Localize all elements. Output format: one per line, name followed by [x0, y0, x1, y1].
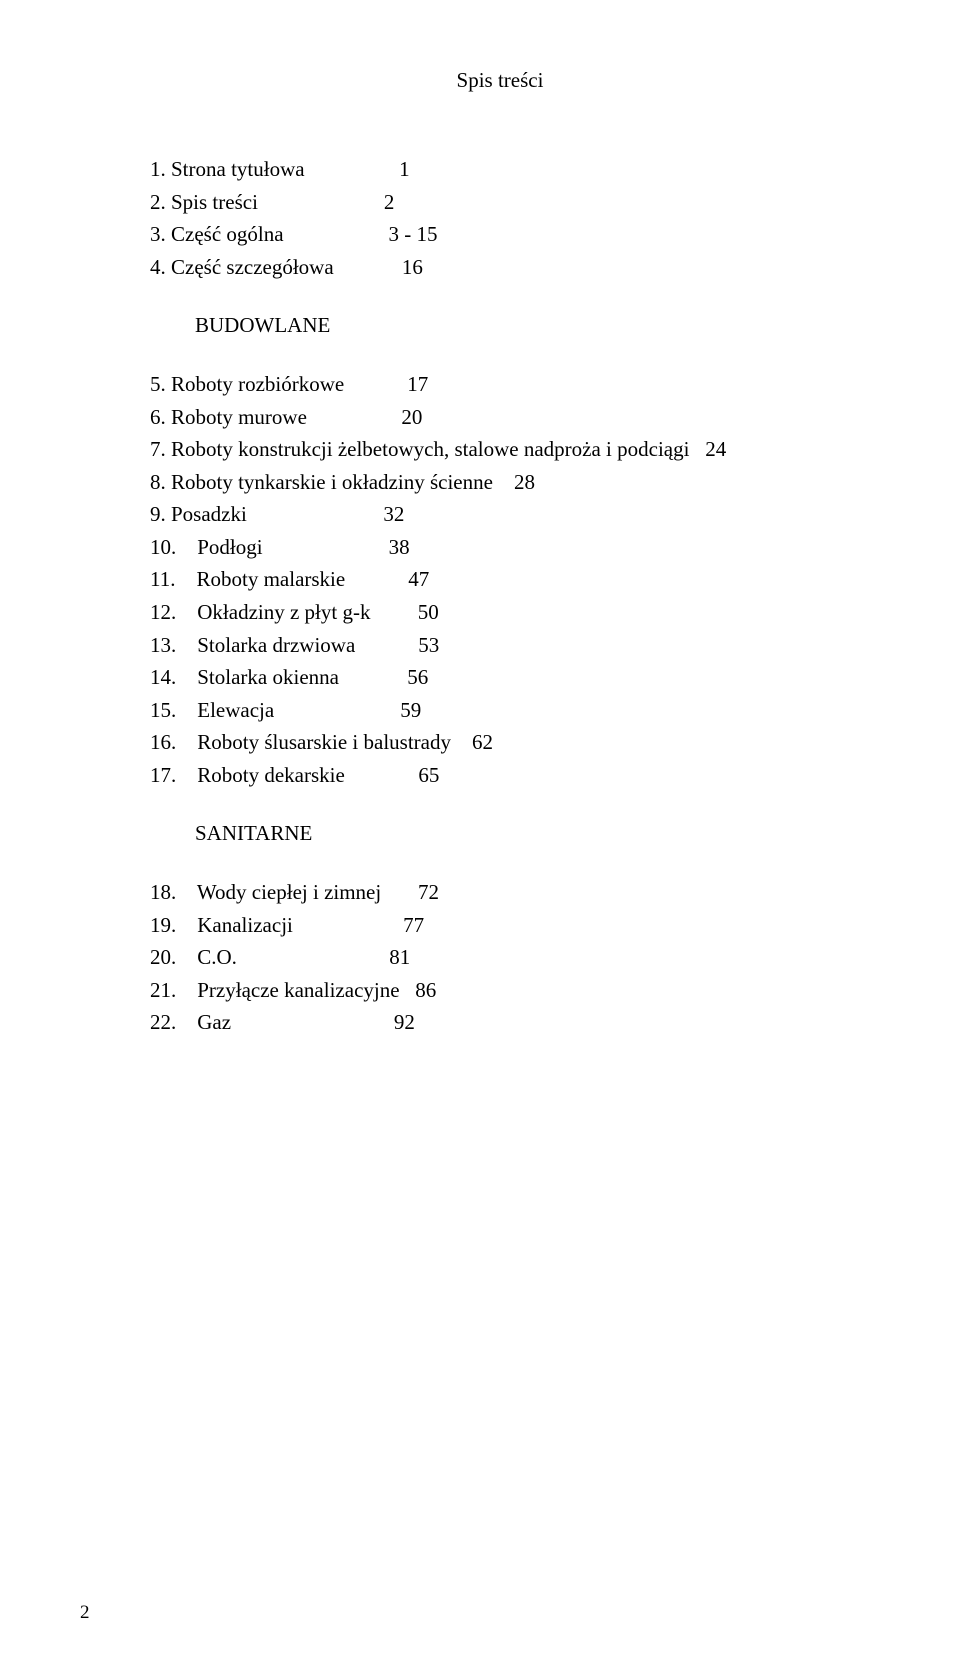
toc-page: 72 — [418, 880, 439, 904]
toc-num: 11. — [150, 567, 175, 591]
toc-page: 65 — [418, 763, 439, 787]
toc-num: 5. — [150, 372, 166, 396]
toc-page: 32 — [383, 502, 404, 526]
toc-entry: 18. Wody ciepłej i zimnej 72 — [150, 876, 850, 909]
toc-entry: 8. Roboty tynkarskie i okładziny ścienne… — [150, 466, 850, 499]
toc-entry: 6. Roboty murowe 20 — [150, 401, 850, 434]
toc-num: 12. — [150, 600, 176, 624]
heading-text: SANITARNE — [195, 821, 312, 845]
toc-entry: 21. Przyłącze kanalizacyjne 86 — [150, 974, 850, 1007]
section-heading-budowlane: BUDOWLANE — [195, 313, 850, 338]
toc-title: Spis treści — [171, 190, 258, 214]
toc-entry: 5. Roboty rozbiórkowe 17 — [150, 368, 850, 401]
toc-page: 77 — [403, 913, 424, 937]
toc-page: 1 — [399, 157, 410, 181]
toc-entry: 12. Okładziny z płyt g-k 50 — [150, 596, 850, 629]
toc-page: 59 — [400, 698, 421, 722]
toc-page: 2 — [384, 190, 395, 214]
toc-entry: 20. C.O. 81 — [150, 941, 850, 974]
toc-title: C.O. — [197, 945, 237, 969]
toc-entry: 4. Część szczegółowa 16 — [150, 251, 850, 284]
page-title: Spis treści — [150, 68, 850, 93]
toc-num: 6. — [150, 405, 166, 429]
toc-title: Gaz — [197, 1010, 231, 1034]
toc-num: 20. — [150, 945, 176, 969]
toc-num: 15. — [150, 698, 176, 722]
toc-entry: 9. Posadzki 32 — [150, 498, 850, 531]
toc-title: Strona tytułowa — [171, 157, 305, 181]
toc-entry: 19. Kanalizacji 77 — [150, 909, 850, 942]
toc-title: Stolarka drzwiowa — [197, 633, 355, 657]
toc-entry: 10. Podłogi 38 — [150, 531, 850, 564]
toc-page: 24 — [705, 437, 726, 461]
toc-title: Przyłącze kanalizacyjne — [197, 978, 399, 1002]
toc-num: 17. — [150, 763, 176, 787]
toc-page: 38 — [389, 535, 410, 559]
toc-page: 53 — [418, 633, 439, 657]
toc-page: 62 — [472, 730, 493, 754]
toc-sanitarne-list: 18. Wody ciepłej i zimnej 72 19. Kanaliz… — [150, 876, 850, 1039]
toc-page: 81 — [389, 945, 410, 969]
toc-num: 1. — [150, 157, 166, 181]
toc-num: 14. — [150, 665, 176, 689]
toc-title: Roboty murowe — [171, 405, 307, 429]
toc-title: Część szczegółowa — [171, 255, 334, 279]
toc-num: 19. — [150, 913, 176, 937]
header-text: Spis treści — [457, 68, 544, 92]
toc-page: 28 — [514, 470, 535, 494]
toc-entry: 2. Spis treści 2 — [150, 186, 850, 219]
toc-entry: 11. Roboty malarskie 47 — [150, 563, 850, 596]
toc-title: Roboty dekarskie — [197, 763, 345, 787]
toc-entry: 17. Roboty dekarskie 65 — [150, 759, 850, 792]
toc-title: Elewacja — [197, 698, 274, 722]
page-number: 2 — [80, 1602, 90, 1624]
section-heading-sanitarne: SANITARNE — [195, 821, 850, 846]
toc-entry: 13. Stolarka drzwiowa 53 — [150, 629, 850, 662]
toc-page: 56 — [407, 665, 428, 689]
toc-num: 16. — [150, 730, 176, 754]
toc-entry: 22. Gaz 92 — [150, 1006, 850, 1039]
toc-page: 50 — [418, 600, 439, 624]
toc-num: 7. — [150, 437, 166, 461]
toc-title: Stolarka okienna — [197, 665, 339, 689]
toc-entry: 14. Stolarka okienna 56 — [150, 661, 850, 694]
toc-entry: 15. Elewacja 59 — [150, 694, 850, 727]
toc-num: 9. — [150, 502, 166, 526]
toc-num: 22. — [150, 1010, 176, 1034]
toc-num: 3. — [150, 222, 166, 246]
page-number-text: 2 — [80, 1602, 90, 1623]
toc-num: 10. — [150, 535, 176, 559]
toc-page: 86 — [415, 978, 436, 1002]
toc-entry: 16. Roboty ślusarskie i balustrady 62 — [150, 726, 850, 759]
toc-num: 2. — [150, 190, 166, 214]
toc-page: 92 — [394, 1010, 415, 1034]
toc-num: 18. — [150, 880, 176, 904]
toc-title: Roboty rozbiórkowe — [171, 372, 344, 396]
toc-title: Roboty tynkarskie i okładziny ścienne — [171, 470, 493, 494]
toc-page: 20 — [401, 405, 422, 429]
toc-title: Podłogi — [197, 535, 262, 559]
toc-page: 16 — [402, 255, 423, 279]
toc-num: 21. — [150, 978, 176, 1002]
toc-num: 4. — [150, 255, 166, 279]
toc-num: 8. — [150, 470, 166, 494]
toc-budowlane-list: 5. Roboty rozbiórkowe 17 6. Roboty murow… — [150, 368, 850, 791]
toc-title: Roboty malarskie — [196, 567, 345, 591]
heading-text: BUDOWLANE — [195, 313, 330, 337]
toc-title: Roboty ślusarskie i balustrady — [197, 730, 451, 754]
toc-title: Kanalizacji — [197, 913, 293, 937]
toc-num: 13. — [150, 633, 176, 657]
toc-entry: 3. Część ogólna 3 - 15 — [150, 218, 850, 251]
toc-title: Okładziny z płyt g-k — [197, 600, 370, 624]
toc-page: 47 — [408, 567, 429, 591]
toc-entry: 7. Roboty konstrukcji żelbetowych, stalo… — [150, 433, 850, 466]
toc-title: Roboty konstrukcji żelbetowych, stalowe … — [171, 437, 689, 461]
toc-main-list: 1. Strona tytułowa 1 2. Spis treści 2 3.… — [150, 153, 850, 283]
toc-title: Wody ciepłej i zimnej — [197, 880, 381, 904]
toc-page: 3 - 15 — [389, 222, 438, 246]
toc-page: 17 — [407, 372, 428, 396]
toc-entry: 1. Strona tytułowa 1 — [150, 153, 850, 186]
toc-title: Posadzki — [171, 502, 247, 526]
toc-title: Część ogólna — [171, 222, 284, 246]
